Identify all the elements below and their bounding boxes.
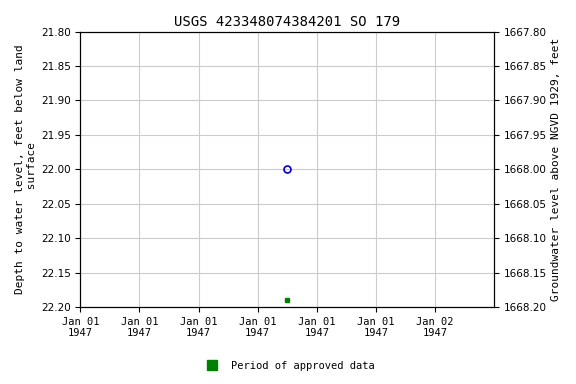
Legend: Period of approved data: Period of approved data: [198, 357, 378, 375]
Y-axis label: Groundwater level above NGVD 1929, feet: Groundwater level above NGVD 1929, feet: [551, 38, 561, 301]
Y-axis label: Depth to water level, feet below land
 surface: Depth to water level, feet below land su…: [15, 45, 37, 294]
Title: USGS 423348074384201 SO 179: USGS 423348074384201 SO 179: [174, 15, 400, 29]
